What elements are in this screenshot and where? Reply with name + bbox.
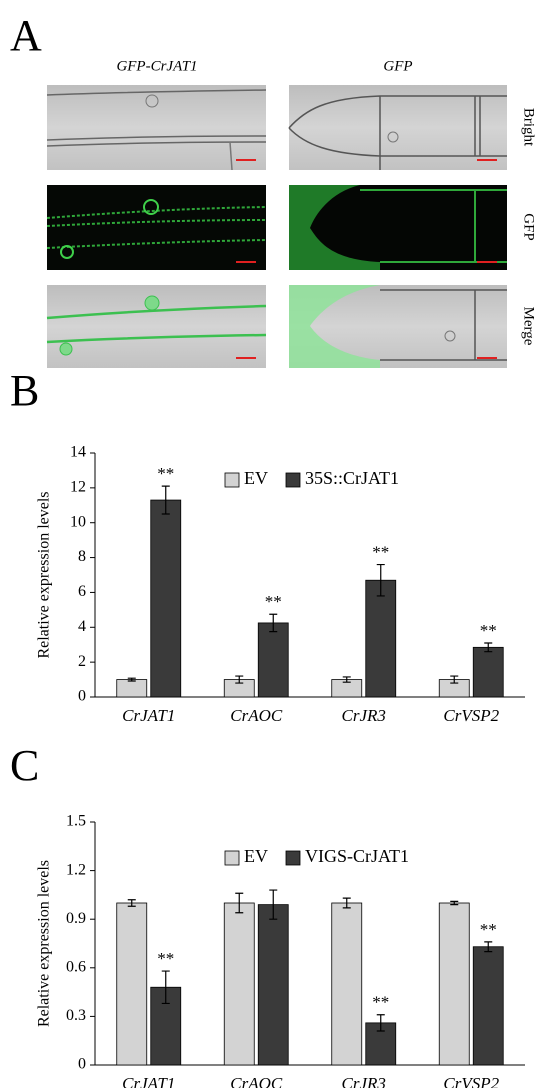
significance: ** <box>480 621 497 640</box>
x-tick-label: CrVSP2 <box>443 1074 499 1088</box>
y-tick-label: 4 <box>78 618 86 635</box>
x-tick-label: CrVSP2 <box>443 706 499 725</box>
error-bar <box>342 897 351 909</box>
row-label: Merge <box>521 307 537 346</box>
legend-label: EV <box>244 468 268 488</box>
x-tick-label: CrJR3 <box>342 706 386 725</box>
error-bar <box>342 676 351 683</box>
error-bar <box>450 675 459 684</box>
bar <box>223 902 255 1066</box>
micrograph-bright <box>46 85 267 171</box>
y-tick-label: 10 <box>70 513 86 530</box>
bar <box>438 902 470 1066</box>
x-tick-label: CrJAT1 <box>122 706 175 725</box>
error-bar <box>376 563 385 597</box>
significance: ** <box>157 464 174 483</box>
legend-swatch <box>285 472 301 488</box>
y-tick-label: 0.9 <box>66 910 86 927</box>
x-tick-label: CrJR3 <box>342 1074 386 1088</box>
error-bar <box>450 900 459 906</box>
significance: ** <box>372 993 389 1012</box>
legend-swatch <box>285 850 301 866</box>
panel-label: B <box>10 366 39 415</box>
legend-swatch <box>224 850 240 866</box>
legend-label: VIGS-CrJAT1 <box>305 846 409 866</box>
micrograph-merge <box>289 285 507 368</box>
y-tick-label: 12 <box>70 479 86 496</box>
y-tick-label: 0 <box>78 1056 86 1073</box>
column-label: GFP-CrJAT1 <box>116 58 197 74</box>
row-label: Bright <box>521 108 537 147</box>
legend-label: EV <box>244 846 268 866</box>
significance: ** <box>157 949 174 968</box>
bar <box>116 902 148 1066</box>
error-bar <box>127 899 136 907</box>
micrograph-gfp <box>289 185 507 270</box>
x-tick-label: CrJAT1 <box>122 1074 175 1088</box>
bar <box>257 904 289 1066</box>
y-tick-label: 0.6 <box>66 958 86 975</box>
significance: ** <box>372 542 389 561</box>
error-bar <box>269 613 278 633</box>
error-bar <box>376 1014 385 1032</box>
y-axis-title: Relative expression levels <box>36 491 53 658</box>
bar <box>331 902 363 1066</box>
legend-swatch <box>224 472 240 488</box>
error-bar <box>161 970 170 1005</box>
error-bar <box>269 889 278 920</box>
y-tick-label: 6 <box>78 583 86 600</box>
micrograph-gfp <box>46 185 267 270</box>
y-tick-label: 1.2 <box>66 861 86 878</box>
bar <box>472 946 504 1066</box>
error-bar <box>484 941 493 953</box>
error-bar <box>127 677 136 682</box>
bar <box>472 646 504 698</box>
micrograph-merge <box>46 285 267 368</box>
error-bar <box>484 642 493 653</box>
y-tick-label: 1.5 <box>66 813 86 830</box>
panel-label: A <box>10 11 42 60</box>
legend-label: 35S::CrJAT1 <box>305 468 399 488</box>
column-label: GFP <box>383 58 412 74</box>
y-tick-label: 8 <box>78 548 86 565</box>
y-tick-label: 2 <box>78 653 86 670</box>
x-tick-label: CrAOC <box>230 706 283 725</box>
panel-label: C <box>10 741 39 790</box>
bar <box>150 499 182 698</box>
significance: ** <box>265 592 282 611</box>
row-label: GFP <box>521 213 537 241</box>
significance: ** <box>480 920 497 939</box>
y-axis-title: Relative expression levels <box>36 860 53 1027</box>
error-bar <box>235 675 244 684</box>
y-tick-label: 14 <box>70 444 86 461</box>
bar <box>116 679 148 698</box>
bar <box>257 622 289 698</box>
error-bar <box>235 892 244 914</box>
micrograph-bright <box>288 85 507 170</box>
y-tick-label: 0.3 <box>66 1007 86 1024</box>
error-bar <box>161 485 170 515</box>
x-tick-label: CrAOC <box>230 1074 283 1088</box>
y-tick-label: 0 <box>78 688 86 705</box>
bar <box>365 579 397 698</box>
